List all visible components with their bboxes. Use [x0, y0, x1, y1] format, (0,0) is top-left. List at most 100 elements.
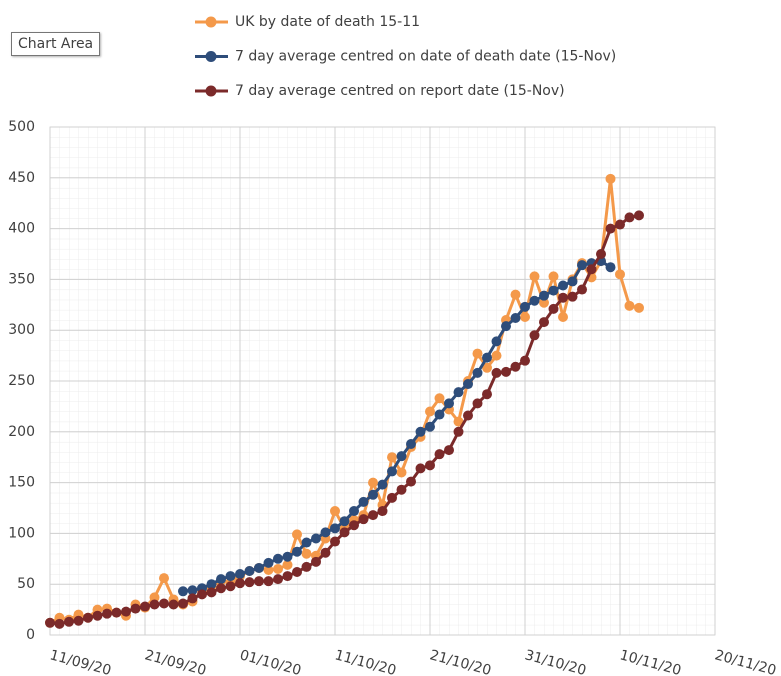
point — [149, 599, 160, 610]
point — [434, 449, 445, 460]
point — [434, 393, 445, 404]
point — [482, 352, 492, 363]
point — [358, 496, 369, 507]
point — [159, 573, 169, 584]
point — [206, 579, 217, 590]
point — [168, 599, 179, 610]
point — [520, 311, 530, 322]
point — [396, 451, 407, 462]
point — [510, 313, 521, 324]
point — [482, 389, 492, 400]
point — [501, 366, 511, 377]
point — [567, 276, 578, 287]
point — [529, 295, 540, 306]
point — [387, 466, 397, 477]
point — [406, 438, 416, 449]
point — [624, 212, 635, 223]
point — [472, 348, 483, 359]
point — [197, 589, 207, 600]
point — [301, 537, 312, 548]
x-tick-label: 21/10/20 — [428, 647, 493, 676]
point — [586, 264, 597, 275]
point — [377, 479, 388, 490]
point — [330, 536, 340, 547]
point — [491, 350, 502, 361]
legend-marker — [205, 16, 217, 28]
point — [225, 571, 236, 582]
point — [121, 606, 131, 617]
y-tick-label: 300 — [8, 322, 35, 338]
point — [292, 567, 302, 578]
point — [520, 355, 530, 366]
x-tick-label: 31/10/20 — [523, 647, 588, 676]
y-tick-label: 250 — [8, 373, 35, 389]
point — [102, 608, 112, 619]
point — [472, 367, 483, 378]
point — [548, 303, 559, 314]
point — [396, 484, 407, 495]
point — [339, 527, 350, 538]
point — [539, 317, 549, 328]
point — [292, 546, 302, 557]
point — [254, 576, 264, 587]
point — [615, 269, 625, 280]
point — [491, 367, 502, 378]
point — [548, 285, 559, 296]
point — [482, 362, 492, 373]
point — [282, 559, 293, 570]
point — [605, 223, 616, 234]
point — [216, 574, 226, 585]
point — [187, 593, 198, 604]
y-tick-label: 400 — [8, 221, 35, 237]
point — [330, 506, 340, 517]
point — [263, 576, 274, 587]
point — [273, 563, 283, 574]
point — [368, 477, 378, 488]
point — [425, 460, 435, 471]
point — [387, 452, 397, 463]
point — [263, 557, 274, 568]
x-tick-label: 20/11/20 — [713, 647, 778, 676]
point — [434, 409, 445, 420]
x-tick-label: 11/09/20 — [48, 647, 113, 676]
point — [311, 533, 321, 544]
y-tick-label: 500 — [8, 119, 35, 135]
point — [83, 612, 93, 623]
point — [159, 598, 169, 609]
point — [358, 514, 369, 525]
point — [425, 421, 435, 432]
point — [529, 271, 540, 282]
point — [453, 426, 464, 437]
point — [444, 398, 454, 409]
point — [577, 284, 587, 295]
point — [254, 562, 264, 573]
point — [206, 587, 217, 598]
point — [178, 586, 188, 597]
point — [330, 523, 340, 534]
point — [178, 598, 188, 609]
point — [64, 616, 74, 627]
y-tick-label: 200 — [8, 424, 35, 440]
point — [377, 506, 388, 517]
point — [73, 615, 84, 626]
point — [92, 610, 103, 621]
point — [368, 489, 378, 500]
point — [292, 529, 302, 540]
point — [130, 603, 141, 614]
point — [605, 262, 616, 273]
point — [539, 297, 549, 308]
point — [149, 592, 160, 603]
point — [491, 336, 502, 347]
point — [282, 571, 293, 582]
point — [368, 510, 378, 521]
y-tick-label: 50 — [17, 576, 35, 592]
point — [577, 260, 587, 271]
x-tick-label: 01/10/20 — [238, 647, 303, 676]
point — [235, 578, 245, 589]
point — [225, 581, 236, 592]
point — [605, 173, 616, 184]
point — [263, 564, 274, 575]
point — [387, 492, 397, 503]
point — [463, 379, 473, 390]
